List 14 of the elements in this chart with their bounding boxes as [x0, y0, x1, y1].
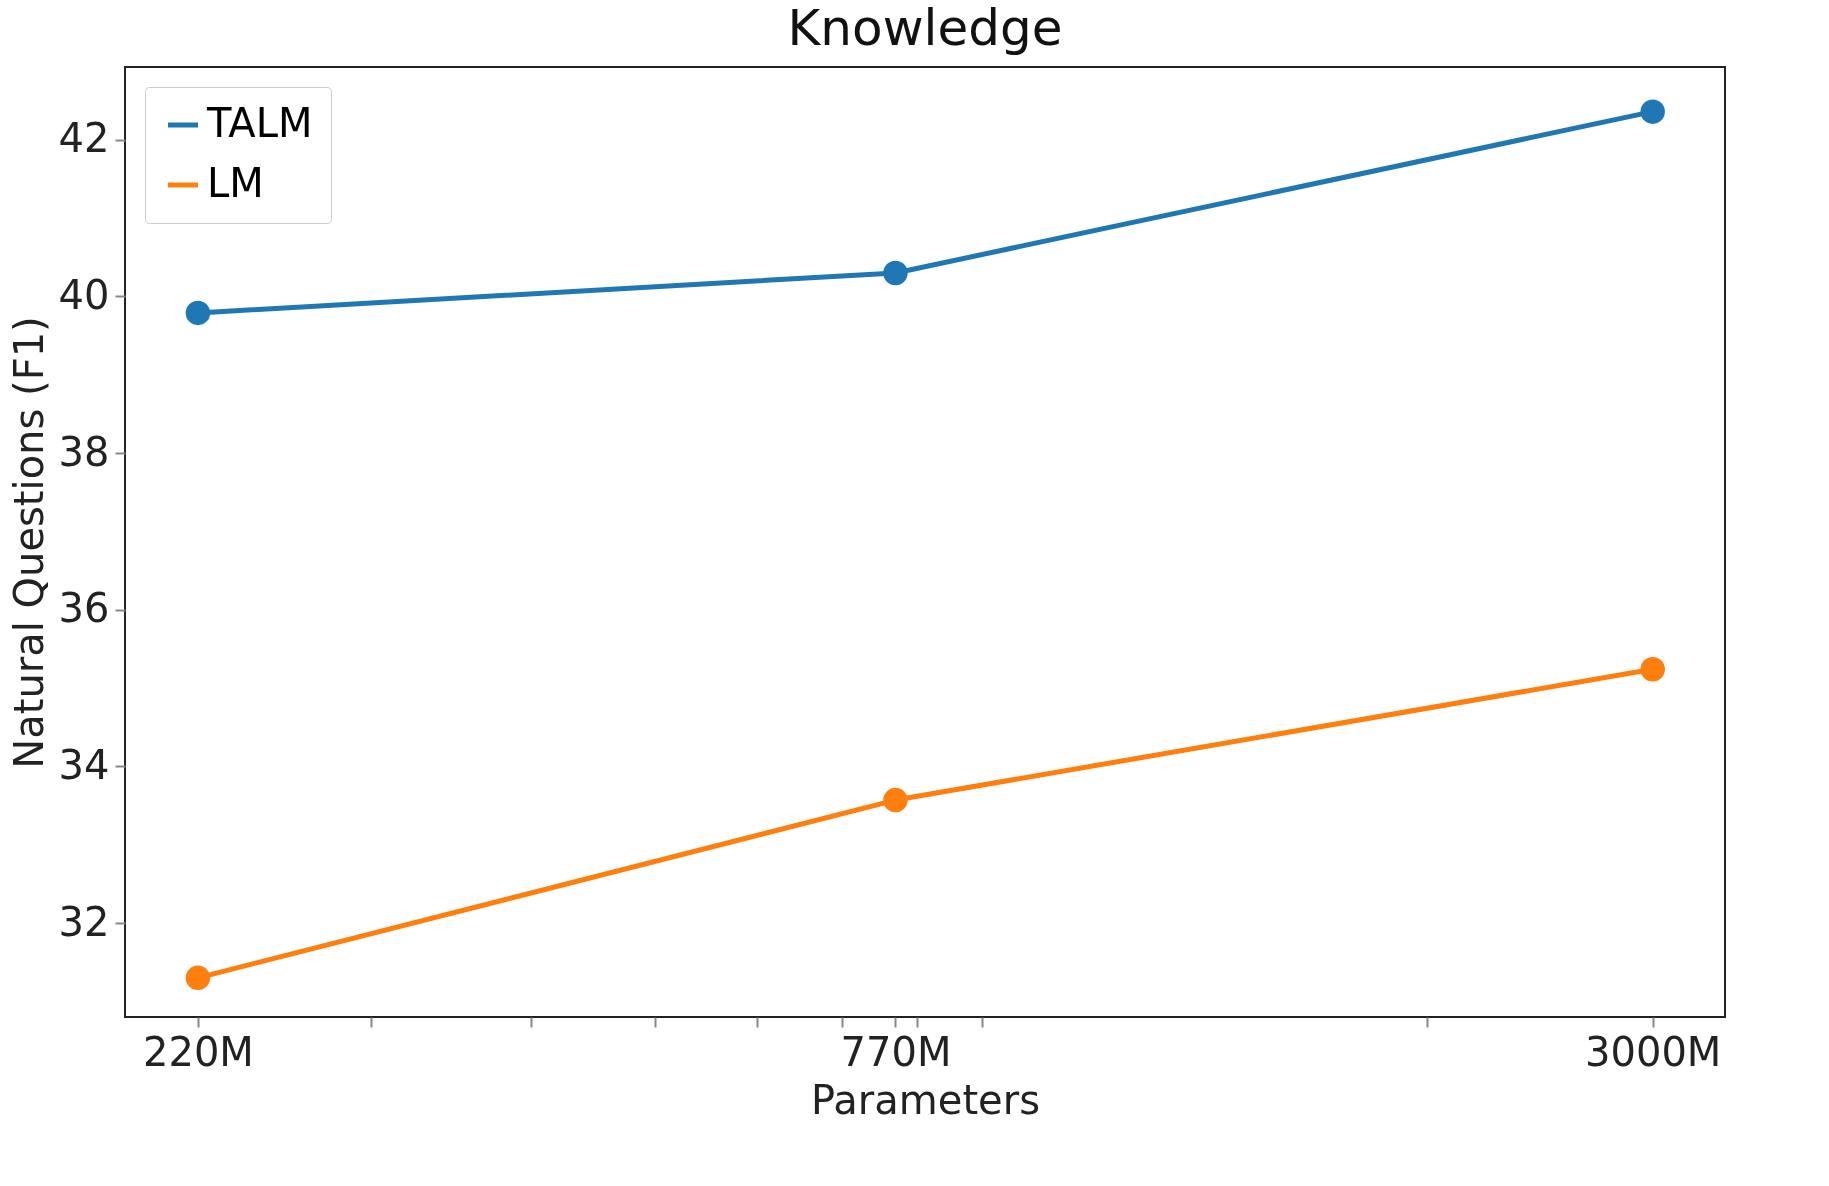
x-tick-label: 3000M — [1585, 1028, 1722, 1075]
x-tick-label: 770M — [840, 1028, 952, 1075]
x-axis-title: Parameters — [811, 1076, 1040, 1123]
chart-title: Knowledge — [787, 0, 1063, 57]
y-axis-title: Natural Questions (F1) — [5, 316, 52, 769]
y-tick-label: 40 — [58, 271, 110, 318]
y-tick-label: 38 — [58, 428, 110, 475]
legend-label: TALM — [206, 100, 313, 146]
y-tick-label: 32 — [58, 898, 110, 945]
x-tick-label: 220M — [142, 1028, 254, 1075]
y-tick-label: 42 — [58, 115, 110, 162]
legend-label: LM — [207, 160, 264, 206]
y-tick-label: 34 — [58, 741, 110, 788]
y-tick-label: 36 — [58, 585, 110, 632]
